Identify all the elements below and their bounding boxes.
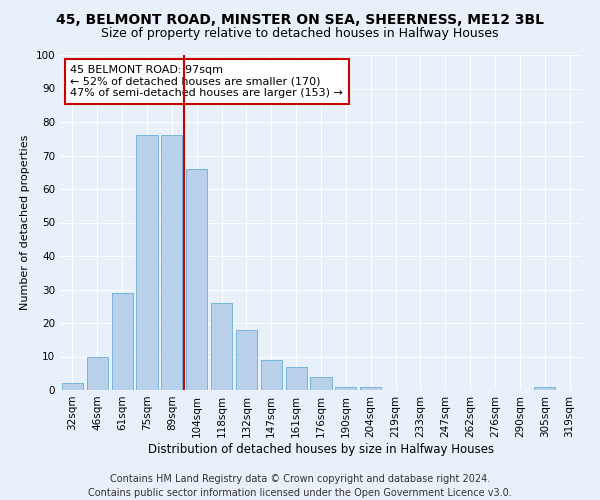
Text: Contains HM Land Registry data © Crown copyright and database right 2024.
Contai: Contains HM Land Registry data © Crown c…	[88, 474, 512, 498]
Bar	[236, 330, 257, 390]
Bar	[261, 360, 282, 390]
Bar	[286, 366, 307, 390]
Y-axis label: Number of detached properties: Number of detached properties	[20, 135, 30, 310]
Bar	[310, 376, 332, 390]
Bar	[211, 303, 232, 390]
Bar	[136, 136, 158, 390]
Bar	[186, 169, 207, 390]
Text: 45, BELMONT ROAD, MINSTER ON SEA, SHEERNESS, ME12 3BL: 45, BELMONT ROAD, MINSTER ON SEA, SHEERN…	[56, 12, 544, 26]
Bar	[87, 356, 108, 390]
X-axis label: Distribution of detached houses by size in Halfway Houses: Distribution of detached houses by size …	[148, 442, 494, 456]
Bar	[161, 136, 182, 390]
Bar	[62, 384, 83, 390]
Bar	[112, 293, 133, 390]
Text: Size of property relative to detached houses in Halfway Houses: Size of property relative to detached ho…	[101, 28, 499, 40]
Text: 45 BELMONT ROAD: 97sqm
← 52% of detached houses are smaller (170)
47% of semi-de: 45 BELMONT ROAD: 97sqm ← 52% of detached…	[70, 65, 343, 98]
Bar	[335, 386, 356, 390]
Bar	[534, 386, 555, 390]
Bar	[360, 386, 381, 390]
